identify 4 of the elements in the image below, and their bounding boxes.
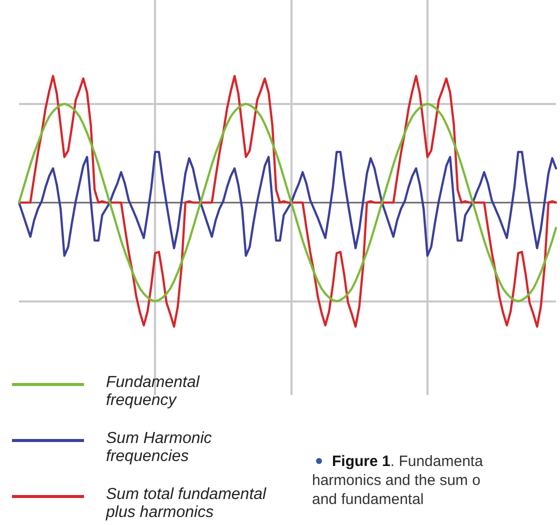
legend-label: Fundamental frequency [106, 374, 201, 410]
caption: Figure 1. Fundamenta harmonics and the sum o and fundamental [312, 452, 484, 509]
legend-label: Sum total fundamental plus harmonics [106, 486, 268, 522]
legend-label: Sum Harmonic frequencies [106, 430, 213, 466]
